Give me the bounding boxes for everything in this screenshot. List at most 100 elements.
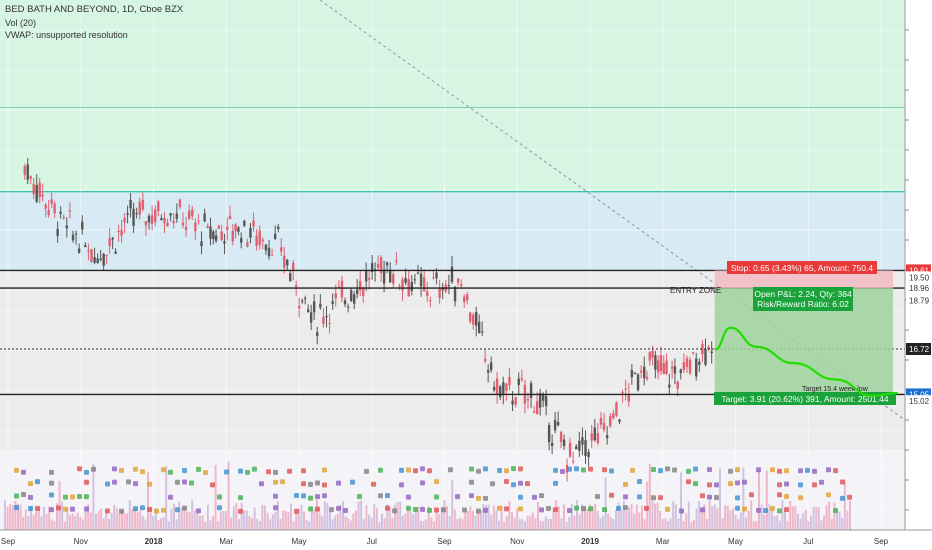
volume-bar — [173, 504, 175, 530]
volume-bar — [763, 514, 766, 530]
indicator-icon — [504, 468, 509, 474]
indicator-icon — [518, 466, 523, 472]
candle-body — [529, 383, 533, 398]
volume-bar — [706, 518, 708, 530]
price-label-bg — [906, 271, 931, 284]
indicator-icon — [154, 508, 159, 514]
candle-body — [656, 360, 660, 373]
indicator-icon — [574, 505, 579, 511]
volume-bar — [287, 511, 290, 530]
candle-body — [331, 301, 334, 304]
indicator-icon — [119, 467, 124, 473]
volume-bar — [310, 506, 313, 530]
volume-bar — [843, 480, 846, 530]
volume-bar — [19, 504, 22, 530]
volume-indicator-label[interactable]: Vol (20) — [5, 18, 37, 28]
volume-bar — [243, 510, 246, 530]
volume-bar — [544, 516, 547, 530]
candle-body — [114, 251, 117, 254]
volume-bar — [274, 511, 277, 530]
volume-bar — [292, 521, 295, 530]
indicator-icon — [350, 479, 355, 485]
candle-body — [220, 231, 223, 241]
candle-body — [309, 312, 313, 323]
volume-bar — [479, 510, 482, 530]
volume-bar — [628, 507, 630, 530]
candle-body — [636, 374, 640, 391]
vwap-indicator-label[interactable]: VWAP: unsupported resolution — [5, 30, 128, 40]
candle-body — [618, 419, 621, 422]
volume-bar — [485, 505, 487, 530]
volume-bar — [347, 518, 350, 530]
volume-bar — [378, 521, 381, 530]
volume-bar — [201, 515, 204, 530]
volume-bar — [552, 508, 555, 530]
indicator-icon — [224, 469, 229, 475]
indicator-icon — [469, 493, 474, 499]
indicator-icon — [315, 494, 320, 500]
indicator-icon — [756, 507, 761, 513]
indicator-icon — [315, 480, 320, 486]
volume-bar — [659, 510, 662, 530]
volume-bar — [227, 461, 230, 530]
volume-bar — [170, 509, 173, 530]
candle-body — [477, 321, 481, 334]
indicator-icon — [91, 466, 96, 472]
time-tick-label: Sep — [874, 537, 889, 546]
volume-bar — [136, 512, 139, 530]
indicator-icon — [840, 479, 845, 485]
candle-body — [181, 222, 185, 226]
volume-bar — [758, 470, 760, 530]
volume-bar — [693, 519, 695, 530]
candle-body — [325, 315, 328, 318]
candle-body — [550, 443, 554, 446]
indicator-icon — [518, 506, 523, 512]
indicator-icon — [581, 506, 586, 512]
target-note-label: Target 15.4 week low — [802, 386, 869, 393]
volume-bar — [784, 510, 786, 530]
volume-bar — [529, 515, 532, 530]
indicator-icon — [273, 505, 278, 511]
volume-bar — [365, 505, 368, 530]
candle-body — [187, 210, 191, 219]
stop-zone — [714, 270, 893, 289]
indicator-icon — [637, 494, 642, 500]
candle-body — [596, 433, 600, 444]
candle-body — [90, 249, 93, 262]
volume-bar — [430, 517, 433, 530]
volume-bar — [266, 513, 269, 530]
indicator-icon — [427, 507, 432, 513]
volume-bar — [732, 508, 734, 530]
volume-bar — [677, 518, 680, 530]
volume-bar — [664, 518, 667, 530]
volume-bar — [487, 504, 490, 530]
indicator-icon — [476, 468, 481, 474]
volume-bar — [427, 506, 430, 530]
candle-body — [231, 230, 235, 242]
indicator-icon — [532, 494, 537, 500]
volume-bar — [594, 503, 597, 530]
volume-bar — [724, 505, 727, 530]
candle-body — [297, 305, 301, 309]
trade-box[interactable]: Stop: 0.65 (3.43%) 65, Amount: 750.4 Open… — [670, 261, 896, 405]
indicator-icon — [658, 495, 663, 501]
green-zone — [0, 0, 905, 192]
indicator-icon — [77, 494, 82, 500]
indicator-icon — [168, 469, 173, 475]
candle-body — [243, 220, 246, 226]
volume-bar — [123, 513, 126, 530]
volume-bar — [747, 510, 750, 530]
indicator-icon — [553, 480, 558, 486]
volume-bar — [162, 516, 165, 530]
indicator-icon — [364, 468, 369, 474]
candle-body — [517, 378, 520, 386]
candle-body — [59, 211, 62, 214]
indicator-icon — [476, 508, 481, 514]
indicator-icon — [336, 480, 341, 486]
candle-body — [178, 199, 182, 208]
candle-body — [214, 235, 218, 241]
indicator-icon — [420, 506, 425, 512]
candle-body — [392, 274, 395, 284]
volume-bar — [542, 521, 545, 530]
candle-body — [246, 242, 249, 247]
